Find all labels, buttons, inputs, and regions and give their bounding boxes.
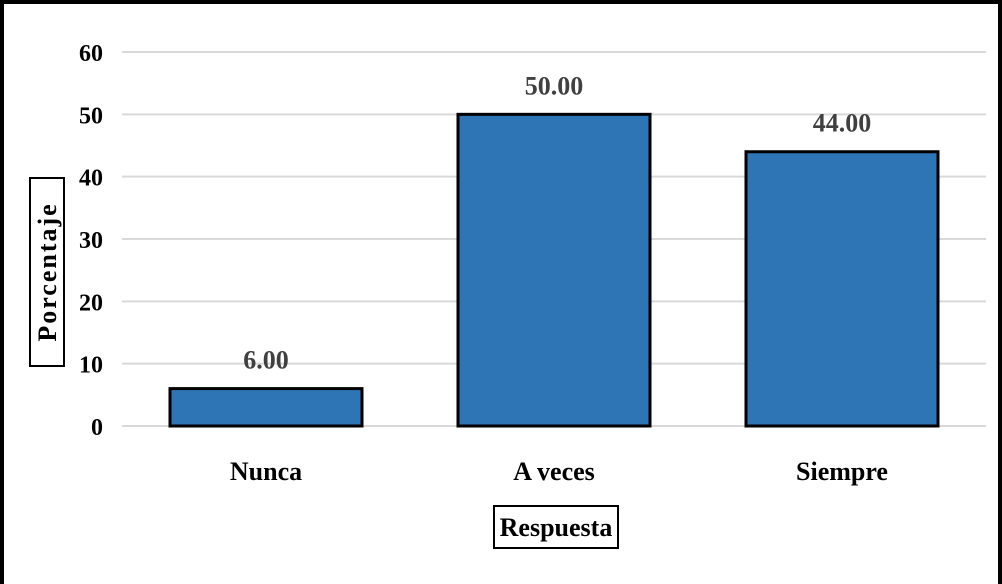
bar-siempre [744,150,940,428]
y-tick-label-30: 30 [79,228,103,254]
bar-nunca [168,387,364,428]
y-tick-label-20: 20 [79,290,103,316]
category-labels: Nunca A veces Siempre [230,457,888,486]
category-label-siempre: Siempre [796,457,888,486]
y-tick-label-60: 60 [79,41,103,67]
bars [168,112,940,428]
y-tick-label-0: 0 [91,415,103,441]
category-label-nunca: Nunca [230,457,302,486]
y-axis-title-group: Porcentaje [29,177,65,367]
y-tick-label-40: 40 [79,166,103,192]
x-axis-title: Respuesta [500,513,613,542]
data-label-siempre: 44.00 [813,109,872,138]
y-axis-title: Porcentaje [33,202,62,341]
x-axis-title-group: Respuesta [493,505,619,549]
x-axis-title-box [493,505,619,549]
y-tick-label-10: 10 [79,353,103,379]
y-axis-title-box [29,177,65,367]
data-labels: 6.00 50.00 44.00 [243,71,871,374]
category-label-a-veces: A veces [513,457,595,486]
y-tick-label-50: 50 [79,103,103,129]
bar-a-veces [456,112,652,428]
data-label-a-veces: 50.00 [525,71,584,100]
data-label-nunca: 6.00 [243,346,289,375]
y-axis-ticks: 0 10 20 30 40 50 60 [79,41,103,441]
